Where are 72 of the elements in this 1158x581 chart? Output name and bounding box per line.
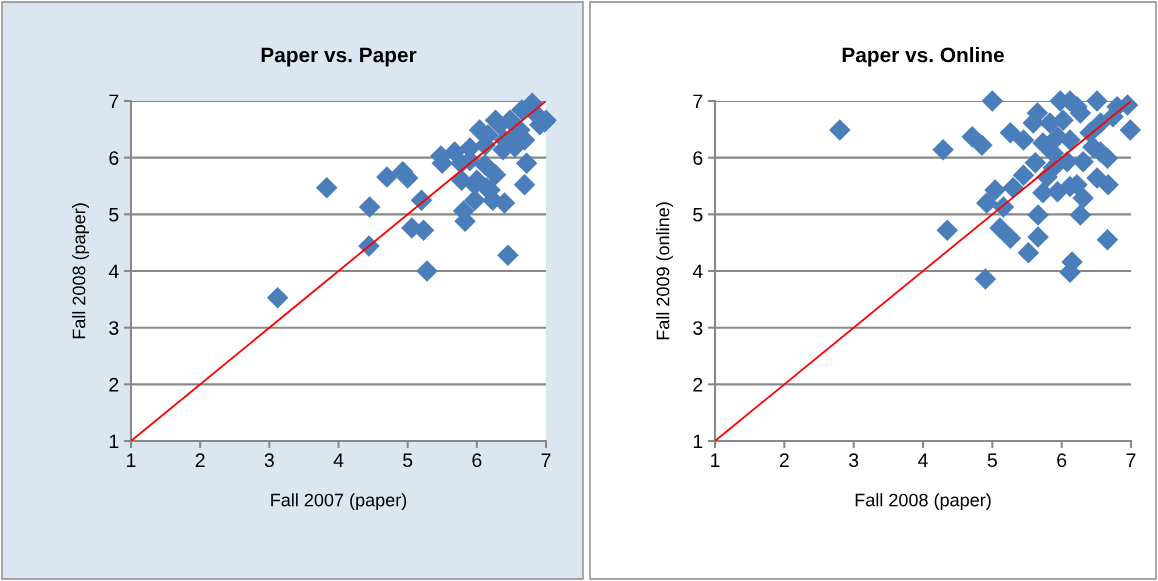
point [989,217,1011,239]
x-tick-label: 2 [779,453,789,467]
x-tick-label: 3 [849,453,859,468]
point [515,152,538,175]
y-tick-label: 2 [109,377,119,392]
point [999,121,1022,144]
point [1017,242,1040,264]
y-tick-label: 1 [109,434,119,449]
point [315,176,338,199]
chart-title: Paper vs. Paper [261,47,417,67]
point [1086,90,1108,112]
y-axis-title: Fall 2008 (paper) [72,203,89,339]
x-tick-label: 7 [541,453,551,467]
point [484,163,507,186]
point [974,268,997,290]
point [999,227,1022,249]
point [1069,204,1092,226]
point [1059,129,1081,151]
point [376,166,398,188]
y-axis-title: Fall 2009 (online) [656,202,673,340]
x-tick-label: 4 [918,453,928,467]
y-tick-label: 5 [693,208,703,222]
y-tick-label: 5 [109,208,119,222]
point [981,90,1004,112]
point [971,134,993,156]
y-tick-label: 1 [693,434,703,449]
point [1032,132,1054,154]
point [936,219,959,241]
point [358,196,381,218]
x-tick-label: 1 [711,453,720,467]
x-tick-label: 6 [1057,453,1067,468]
point [1027,226,1049,248]
x-tick-label: 1 [127,453,136,467]
y-tick-label: 7 [693,94,703,109]
x-tick-label: 7 [1126,453,1136,467]
point [984,179,1006,201]
point [1039,112,1061,134]
x-tick-label: 4 [333,453,344,467]
y-tick-label: 2 [693,377,703,392]
x-tick-label: 3 [264,453,274,468]
point [1002,176,1024,199]
y-tick-label: 4 [692,264,703,279]
point [1024,152,1047,174]
point [1012,129,1035,151]
y-tick-label: 6 [693,151,703,165]
y-tick-label: 3 [693,321,703,335]
point [1072,150,1094,173]
point [829,119,851,141]
y-tick-label: 3 [109,321,119,335]
x-tick-label: 5 [987,453,997,468]
y-tick-label: 6 [109,151,119,165]
point [1027,204,1049,226]
chart-title: Paper vs. Online [842,47,1004,67]
y-tick-label: 7 [109,94,119,109]
point [1096,229,1119,251]
point [976,192,998,214]
x-tick-label: 5 [403,453,413,468]
point [932,138,954,161]
point [1119,119,1142,141]
point [1012,164,1035,186]
point [1042,142,1065,164]
y-tick-label: 4 [108,264,119,279]
point [416,260,438,282]
x-axis-title: Fall 2008 (paper) [855,493,991,510]
point [497,244,519,266]
point [266,286,289,309]
point [1072,187,1094,209]
x-tick-label: 6 [472,453,482,468]
point [1097,174,1119,196]
x-tick-label: 2 [195,453,205,467]
x-axis-title: Fall 2007 (paper) [271,493,407,510]
point [513,174,536,196]
